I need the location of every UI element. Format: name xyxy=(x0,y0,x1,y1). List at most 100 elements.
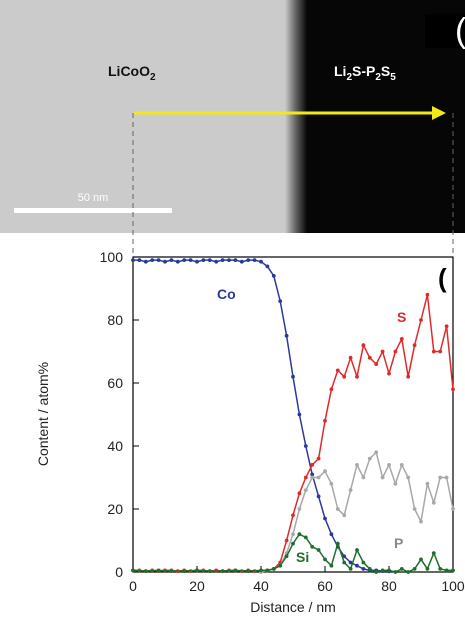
series-label-p: P xyxy=(394,535,403,551)
data-point-si xyxy=(316,548,321,552)
data-point-co xyxy=(291,374,295,379)
data-point-co xyxy=(143,259,148,264)
data-point-si xyxy=(361,560,366,565)
data-point-p xyxy=(438,475,443,480)
panel-letter-top: ( xyxy=(455,12,465,50)
x-axis-title: Distance / nm xyxy=(250,599,336,615)
data-point-s xyxy=(412,343,417,348)
axis-ticks: 0 20 40 60 80 100 0 20 40 60 80 100 xyxy=(100,249,465,594)
data-point-co xyxy=(195,259,199,264)
data-point-co xyxy=(131,258,135,262)
electrolyte-label: Li2S-P2S5 xyxy=(334,63,396,83)
data-point-p xyxy=(425,481,430,486)
data-point-co xyxy=(361,567,366,571)
data-point-p xyxy=(387,463,391,467)
data-point-s xyxy=(310,463,315,467)
data-point-p xyxy=(419,519,423,524)
series-label-co: Co xyxy=(217,286,236,302)
data-point-co xyxy=(278,299,283,303)
data-point-p xyxy=(361,475,366,480)
data-point-s xyxy=(374,362,379,366)
data-point-si xyxy=(284,554,289,559)
data-point-co xyxy=(201,258,206,262)
plot-frame xyxy=(132,256,454,573)
data-point-co xyxy=(297,412,302,417)
series-line-si xyxy=(132,533,453,573)
data-point-si xyxy=(271,567,276,571)
data-point-s xyxy=(438,349,443,354)
data-point-si xyxy=(310,544,315,549)
data-point-s xyxy=(444,324,449,329)
data-point-s xyxy=(348,355,353,360)
data-point-co xyxy=(316,494,321,499)
data-point-s xyxy=(297,491,302,496)
y-tick-label: 40 xyxy=(107,438,123,454)
data-point-si xyxy=(329,563,334,568)
data-point-s xyxy=(355,374,359,379)
data-point-p xyxy=(323,469,327,474)
data-point-si xyxy=(444,568,449,573)
data-point-co xyxy=(239,259,244,264)
data-point-s xyxy=(367,355,372,360)
data-point-s xyxy=(284,538,289,543)
data-point-si xyxy=(374,570,379,574)
electrode-label: LiCoO2 xyxy=(108,63,156,83)
data-point-s xyxy=(335,368,340,373)
data-point-si xyxy=(182,569,187,573)
data-point-p xyxy=(316,475,321,480)
data-point-si xyxy=(246,569,251,573)
data-point-si xyxy=(131,568,135,573)
data-point-si xyxy=(438,567,443,571)
data-point-si xyxy=(323,557,327,562)
data-point-si xyxy=(355,548,359,552)
data-point-p xyxy=(355,463,359,467)
data-point-co xyxy=(220,258,225,262)
data-point-p xyxy=(393,481,398,486)
data-point-p xyxy=(329,481,334,486)
series-layer xyxy=(131,258,455,574)
data-point-p xyxy=(367,456,372,461)
data-point-s xyxy=(393,349,398,354)
data-point-si xyxy=(278,563,283,568)
data-point-co xyxy=(284,333,289,338)
data-point-co xyxy=(227,258,231,262)
x-tick-label: 20 xyxy=(189,578,205,594)
y-tick-label: 100 xyxy=(100,249,124,265)
tem-micrograph: ( LiCoO2 Li2S-P2S5 50 nm xyxy=(0,0,465,233)
series-label-s: S xyxy=(397,309,406,325)
panel-letter-chart: ( xyxy=(438,263,447,293)
data-point-s xyxy=(431,349,436,354)
data-point-p xyxy=(406,475,411,480)
data-point-p xyxy=(335,507,340,511)
y-tick-label: 0 xyxy=(115,564,123,580)
y-axis-title: Content / atom% xyxy=(35,362,51,466)
x-tick-label: 40 xyxy=(253,578,269,594)
data-point-s xyxy=(361,343,366,348)
data-point-s xyxy=(329,387,334,392)
data-point-si xyxy=(233,568,238,573)
data-point-s xyxy=(419,318,423,322)
data-point-si xyxy=(367,567,372,571)
data-point-s xyxy=(425,292,430,297)
y-tick-label: 60 xyxy=(107,375,123,391)
scale-bar-label: 50 nm xyxy=(78,192,109,204)
data-point-co xyxy=(310,472,315,477)
series-label-si: Si xyxy=(296,549,309,565)
y-tick-label: 20 xyxy=(107,501,123,517)
scale-bar xyxy=(14,208,172,213)
data-point-p xyxy=(374,450,379,455)
data-point-co xyxy=(323,516,327,521)
interface-gradient xyxy=(285,0,307,233)
series-s xyxy=(131,292,455,573)
data-point-co xyxy=(246,258,251,262)
data-point-si xyxy=(169,569,174,573)
data-point-co xyxy=(252,258,257,262)
data-point-co xyxy=(182,258,187,262)
data-point-co xyxy=(348,560,353,565)
data-point-co xyxy=(175,259,180,264)
x-tick-label: 100 xyxy=(441,578,465,594)
corner-box xyxy=(425,14,465,48)
data-point-co xyxy=(271,274,276,278)
data-point-si xyxy=(259,568,263,573)
